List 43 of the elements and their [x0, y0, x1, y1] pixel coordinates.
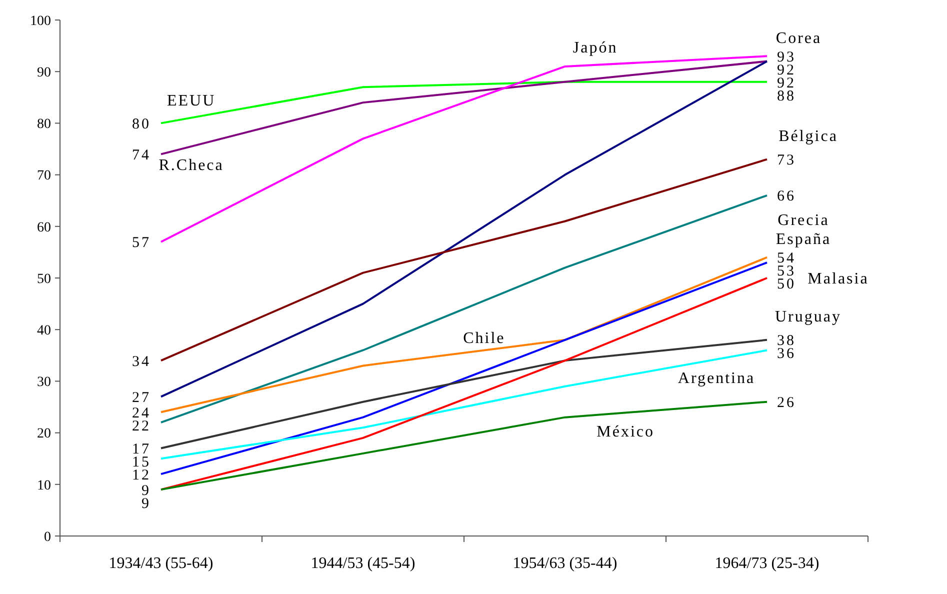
series-label: Bélgica — [778, 128, 838, 145]
series-label: Grecia — [778, 212, 830, 230]
y-tick-label: 0 — [44, 530, 51, 545]
y-tick-label: 50 — [37, 272, 51, 287]
y-tick-label: 70 — [37, 168, 51, 184]
x-tick-label: 1954/63 (35-44) — [512, 555, 618, 572]
data-label: 80 — [132, 116, 151, 132]
data-label: 57 — [132, 235, 151, 252]
data-label: 74 — [132, 147, 151, 164]
series-label: R.Checa — [158, 157, 224, 174]
x-tick-label: 1944/53 (45-54) — [310, 555, 416, 572]
line-series — [160, 256, 768, 414]
data-label: 73 — [777, 152, 796, 169]
text: Malasia — [808, 270, 869, 288]
y-tick-label: 30 — [37, 375, 51, 390]
line-series — [160, 349, 768, 460]
line-series — [160, 400, 768, 491]
y-tick-label: 20 — [37, 426, 51, 442]
series-label: México — [596, 423, 655, 440]
y-tick-label: 40 — [37, 324, 51, 338]
series-label: Chile — [463, 330, 506, 347]
data-label: 26 — [777, 395, 796, 412]
y-tick-label: 60 — [37, 220, 51, 236]
data-label: 27 — [132, 390, 151, 406]
line-series — [160, 60, 768, 156]
y-tick-label: 80 — [37, 117, 51, 132]
series-label: España — [776, 231, 832, 248]
x-tick-label: 1964/73 (25-34) — [714, 555, 820, 572]
y-tick-label: 100 — [30, 14, 51, 29]
series-label: Uruguay — [775, 308, 842, 326]
y-tick-label: 10 — [37, 478, 51, 494]
line-series — [160, 158, 768, 362]
x-tick-label: 1934/43 (55-64) — [108, 555, 214, 572]
series-label: Japón — [572, 39, 618, 56]
data-label: 34 — [132, 354, 151, 370]
series-label: Corea — [776, 30, 822, 47]
line-series — [160, 55, 768, 243]
series-label: Argentina — [678, 370, 756, 387]
series-label: EEUU — [166, 92, 216, 110]
data-label: 66 — [777, 188, 796, 205]
line-series — [160, 194, 768, 424]
y-tick-label: 90 — [37, 66, 51, 80]
line-series — [160, 60, 768, 398]
